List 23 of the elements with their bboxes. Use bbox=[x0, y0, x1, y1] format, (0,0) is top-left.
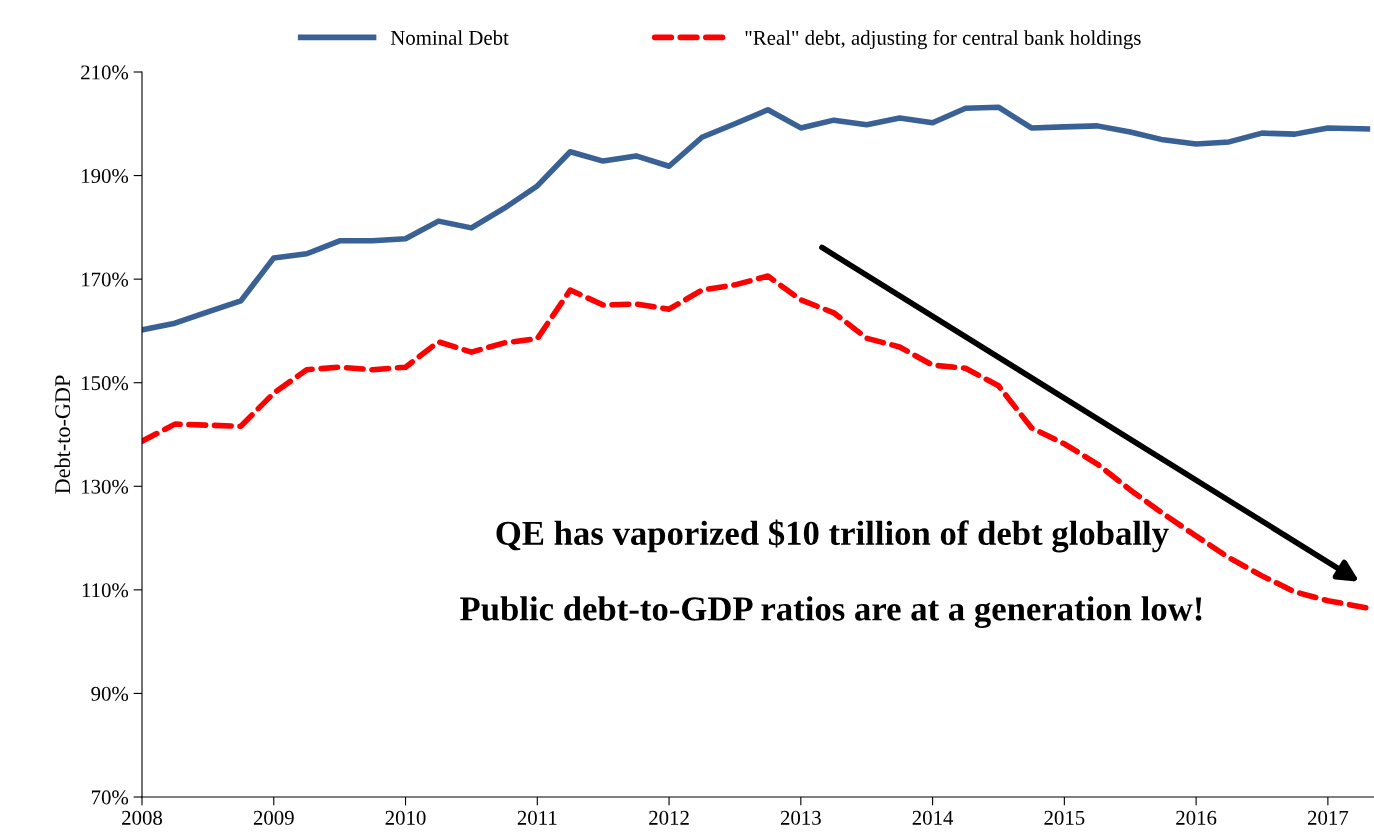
x-tick-label: 2012 bbox=[649, 810, 689, 825]
y-tick-label: 210% bbox=[81, 65, 129, 80]
y-tick-label: 70% bbox=[91, 790, 129, 805]
y-tick-label: 90% bbox=[91, 686, 129, 701]
x-tick-label: 2009 bbox=[253, 810, 294, 825]
y-tick-label: 110% bbox=[82, 583, 129, 598]
x-tick-label: 2016 bbox=[1176, 810, 1217, 825]
x-tick-label: 2008 bbox=[122, 810, 163, 825]
y-tick-label: 130% bbox=[82, 479, 129, 494]
y-tick-label: 190% bbox=[82, 168, 129, 184]
legend-label: "Real" debt, adjusting for central bank holdings bbox=[745, 30, 1141, 50]
y-tick-label: 170% bbox=[82, 272, 129, 287]
y-axis-title: Debt-to-GDP bbox=[54, 375, 71, 494]
annotation: QE has vaporized $10 trillion of debt globally bbox=[496, 519, 1169, 553]
annotation: Public debt-to-GDP ratios are at a generation low! bbox=[460, 596, 1202, 629]
y-tick-label: 150% bbox=[82, 376, 129, 391]
x-tick-label: 2014 bbox=[912, 810, 954, 825]
x-tick-label: 2010 bbox=[385, 810, 426, 825]
legend-label: Nominal Debt bbox=[390, 30, 509, 45]
x-tick-label: 2011 bbox=[517, 810, 557, 825]
x-tick-label: 2015 bbox=[1044, 810, 1085, 825]
x-tick-label: 2017 bbox=[1307, 810, 1349, 825]
x-tick-label: 2013 bbox=[780, 810, 821, 825]
